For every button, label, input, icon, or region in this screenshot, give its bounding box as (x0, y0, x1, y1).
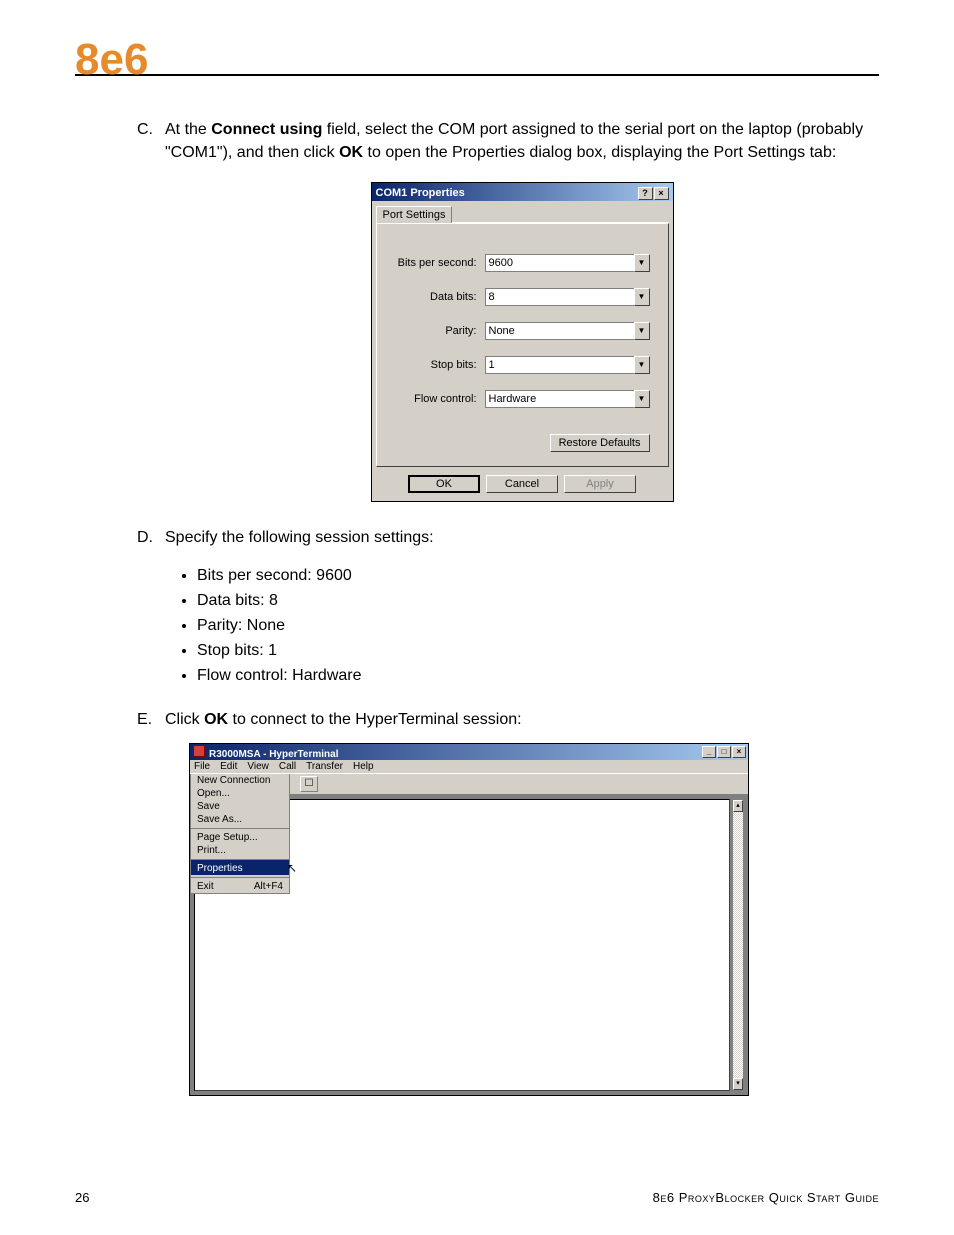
minimize-button[interactable]: _ (702, 746, 716, 758)
step-d-letter: D. (137, 526, 153, 549)
page-number: 26 (75, 1190, 89, 1205)
flow-label: Flow control: (395, 393, 477, 405)
dropdown-arrow-icon[interactable]: ▼ (634, 322, 650, 340)
ht-app-icon (193, 745, 205, 757)
menu-edit[interactable]: Edit (220, 761, 237, 772)
ht-titlebar: R3000MSA - HyperTerminal _ □ × (190, 744, 748, 760)
maximize-button[interactable]: □ (717, 746, 731, 758)
bps-input[interactable] (485, 254, 634, 272)
ok-button[interactable]: OK (408, 475, 480, 493)
file-dropdown: New ConnectionOpen...SaveSave As... Page … (190, 774, 290, 894)
hyperterminal-window: R3000MSA - HyperTerminal _ □ × File Edit… (189, 743, 749, 1096)
flow-input[interactable] (485, 390, 634, 408)
settings-bullets: Bits per second: 9600 Data bits: 8 Parit… (197, 564, 879, 688)
ht-title: R3000MSA - HyperTerminal (209, 749, 339, 760)
com1-title: COM1 Properties (376, 187, 465, 199)
menu-view[interactable]: View (247, 761, 269, 772)
databits-input[interactable] (485, 288, 634, 306)
ht-menubar: File Edit View Call Transfer Help (190, 760, 748, 773)
ht-toolbar: New ConnectionOpen...SaveSave As...Page … (190, 773, 748, 795)
step-e-letter: E. (137, 708, 152, 731)
step-c-pre: At the (165, 121, 211, 138)
page-footer: 26 8e6 ProxyBlocker Quick Start Guide (75, 1190, 879, 1205)
footer-title: 8e6 ProxyBlocker Quick Start Guide (653, 1190, 879, 1205)
menu-file[interactable]: File (194, 761, 210, 772)
parity-combo[interactable]: ▼ (485, 322, 650, 340)
bullet-item: Data bits: 8 (197, 589, 879, 612)
step-e-bold: OK (204, 711, 228, 728)
bullet-item: Flow control: Hardware (197, 664, 879, 687)
file-menu-item[interactable]: Print... (191, 844, 289, 857)
scroll-down-icon[interactable]: ▾ (733, 1078, 743, 1090)
menu-help[interactable]: Help (353, 761, 374, 772)
cursor-icon: ↖ (287, 861, 297, 875)
step-c-bold2: OK (339, 144, 363, 161)
parity-label: Parity: (395, 325, 477, 337)
close-button[interactable]: × (732, 746, 746, 758)
bullet-item: Bits per second: 9600 (197, 564, 879, 587)
flow-combo[interactable]: ▼ (485, 390, 650, 408)
step-e-pre: Click (165, 711, 204, 728)
menu-transfer[interactable]: Transfer (306, 761, 343, 772)
restore-defaults-button[interactable]: Restore Defaults (550, 434, 650, 452)
step-d: D. Specify the following session setting… (165, 526, 879, 549)
step-c-bold1: Connect using (211, 121, 322, 138)
dropdown-arrow-icon[interactable]: ▼ (634, 254, 650, 272)
step-c: C. At the Connect using field, select th… (165, 118, 879, 164)
file-menu-item[interactable]: Properties (191, 859, 289, 875)
file-menu-item[interactable]: Page Setup... (191, 828, 289, 844)
databits-label: Data bits: (395, 291, 477, 303)
vertical-scrollbar[interactable]: ▴ ▾ (732, 799, 744, 1091)
file-menu-item[interactable]: ExitAlt+F4 (191, 877, 289, 893)
step-d-text: Specify the following session settings: (165, 529, 434, 546)
dropdown-arrow-icon[interactable]: ▼ (634, 356, 650, 374)
step-c-letter: C. (137, 118, 153, 141)
file-menu-item[interactable]: Save (191, 800, 289, 813)
stopbits-input[interactable] (485, 356, 634, 374)
bullet-item: Stop bits: 1 (197, 639, 879, 662)
file-menu-item[interactable]: Save As... (191, 813, 289, 826)
header-rule (75, 74, 879, 76)
apply-button[interactable]: Apply (564, 475, 636, 493)
port-settings-panel: Bits per second: ▼ Data bits: ▼ Parity: (376, 223, 669, 467)
close-button[interactable]: × (654, 187, 669, 200)
menu-call[interactable]: Call (279, 761, 296, 772)
cancel-button[interactable]: Cancel (486, 475, 558, 493)
scroll-track[interactable] (733, 812, 743, 1078)
databits-combo[interactable]: ▼ (485, 288, 650, 306)
com1-properties-dialog: COM1 Properties ? × Port Settings Bits p… (371, 182, 674, 502)
help-button[interactable]: ? (638, 187, 653, 200)
stopbits-label: Stop bits: (395, 359, 477, 371)
step-e: E. Click OK to connect to the HyperTermi… (165, 708, 879, 731)
tab-port-settings[interactable]: Port Settings (376, 206, 453, 223)
bps-label: Bits per second: (395, 257, 477, 269)
com1-titlebar: COM1 Properties ? × (372, 183, 673, 201)
scroll-up-icon[interactable]: ▴ (733, 800, 743, 812)
step-e-post: to connect to the HyperTerminal session: (228, 711, 521, 728)
bps-combo[interactable]: ▼ (485, 254, 650, 272)
parity-input[interactable] (485, 322, 634, 340)
bullet-item: Parity: None (197, 614, 879, 637)
stopbits-combo[interactable]: ▼ (485, 356, 650, 374)
step-c-post: to open the Properties dialog box, displ… (363, 144, 836, 161)
properties-toolbar-icon[interactable]: ☐ (300, 776, 318, 792)
dropdown-arrow-icon[interactable]: ▼ (634, 288, 650, 306)
file-menu-item[interactable]: New Connection (191, 774, 289, 787)
dropdown-arrow-icon[interactable]: ▼ (634, 390, 650, 408)
file-menu-item[interactable]: Open... (191, 787, 289, 800)
